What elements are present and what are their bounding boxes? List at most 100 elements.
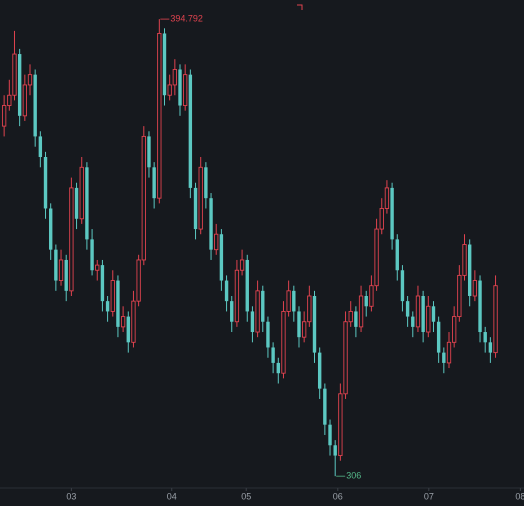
- corner-marker: [297, 4, 303, 10]
- candle-body: [369, 285, 374, 307]
- candle-body: [390, 187, 394, 240]
- candle-body: [426, 305, 431, 333]
- candle-body: [488, 342, 493, 353]
- candle-body: [358, 295, 364, 328]
- candle-body: [395, 239, 399, 271]
- candle-body: [276, 362, 280, 374]
- candle-body: [85, 167, 89, 240]
- candle-body: [116, 280, 120, 327]
- candle-body: [457, 274, 462, 318]
- candle-body: [120, 316, 126, 328]
- annotation-label: 306: [346, 471, 361, 481]
- candle-body: [172, 69, 177, 86]
- candle-body: [364, 295, 368, 307]
- candle-body: [105, 301, 110, 312]
- candle-body: [302, 321, 307, 338]
- candle-body: [333, 445, 337, 456]
- x-tick-label: 07: [424, 491, 434, 501]
- candle-body: [58, 259, 64, 281]
- candle-body: [446, 341, 452, 364]
- candle-body: [188, 74, 193, 188]
- candle-body: [266, 321, 270, 348]
- candle-body: [343, 321, 348, 395]
- candle-body: [405, 301, 410, 317]
- candle-body: [436, 321, 441, 353]
- candle-body: [64, 259, 68, 291]
- candle-body: [22, 84, 27, 117]
- candle-body: [74, 187, 79, 219]
- candle-body: [131, 300, 136, 343]
- candle-body: [27, 74, 33, 86]
- candle-body: [204, 167, 208, 199]
- candle-body: [317, 352, 322, 389]
- candle-body: [33, 74, 37, 137]
- candle-body: [245, 259, 249, 312]
- candle-body: [198, 166, 203, 230]
- candle-body: [90, 239, 94, 271]
- candle-body: [224, 280, 229, 302]
- annotation-label: 394.792: [170, 13, 203, 23]
- candle-body: [110, 280, 115, 312]
- candle-body: [384, 187, 390, 209]
- candle-body: [167, 84, 172, 96]
- candle-body: [431, 306, 436, 322]
- candle-body: [152, 167, 156, 199]
- candle-body: [493, 285, 498, 354]
- x-tick-label: 05: [241, 491, 251, 501]
- candle-body: [141, 135, 146, 261]
- candle-body: [48, 208, 53, 250]
- candle-body: [462, 244, 467, 276]
- candle-body: [374, 228, 379, 287]
- x-tick-label: 06: [333, 491, 343, 501]
- candle-body: [467, 244, 472, 296]
- candle-body: [297, 311, 301, 338]
- candle-body: [478, 280, 482, 333]
- candle-body: [239, 259, 245, 271]
- candle-body: [421, 295, 425, 333]
- x-tick-label: 03: [66, 491, 76, 501]
- candle-body: [147, 136, 151, 168]
- candle-body: [157, 33, 162, 199]
- candle-body: [12, 53, 17, 96]
- candle-body: [136, 259, 141, 302]
- x-tick-label: 04: [167, 491, 177, 501]
- candle-body: [79, 166, 84, 220]
- candle-body: [354, 311, 358, 327]
- candle-body: [178, 69, 182, 106]
- candle-body: [271, 347, 275, 363]
- candle-body: [17, 54, 22, 116]
- candle-body: [162, 33, 167, 96]
- candle-body: [323, 388, 327, 425]
- candle-body: [411, 316, 415, 327]
- candle-body: [54, 249, 58, 281]
- candle-body: [442, 352, 446, 363]
- candle-body: [7, 94, 12, 106]
- candle-body: [348, 310, 353, 323]
- candle-body: [286, 290, 291, 312]
- candle-body: [183, 74, 188, 106]
- candle-body: [483, 332, 487, 343]
- candle-body: [312, 295, 317, 353]
- candle-body: [234, 269, 240, 323]
- candle-body: [219, 234, 224, 281]
- candle-body: [338, 393, 343, 457]
- candle-body: [100, 265, 105, 302]
- candle-body: [261, 290, 265, 322]
- candle-body: [400, 270, 405, 302]
- candle-body: [452, 316, 457, 343]
- candle-body: [281, 310, 286, 374]
- candle-body: [472, 280, 478, 297]
- candle-body: [292, 290, 296, 312]
- candle-body: [415, 295, 421, 328]
- candle-body: [250, 311, 255, 333]
- candle-body: [214, 233, 219, 251]
- candle-body: [43, 157, 48, 209]
- candle-body: [255, 290, 260, 333]
- candle-body: [1, 105, 7, 127]
- candle-body: [69, 187, 74, 292]
- candle-body: [230, 301, 234, 322]
- candle-body: [193, 187, 198, 230]
- x-tick-label: 08: [515, 491, 524, 501]
